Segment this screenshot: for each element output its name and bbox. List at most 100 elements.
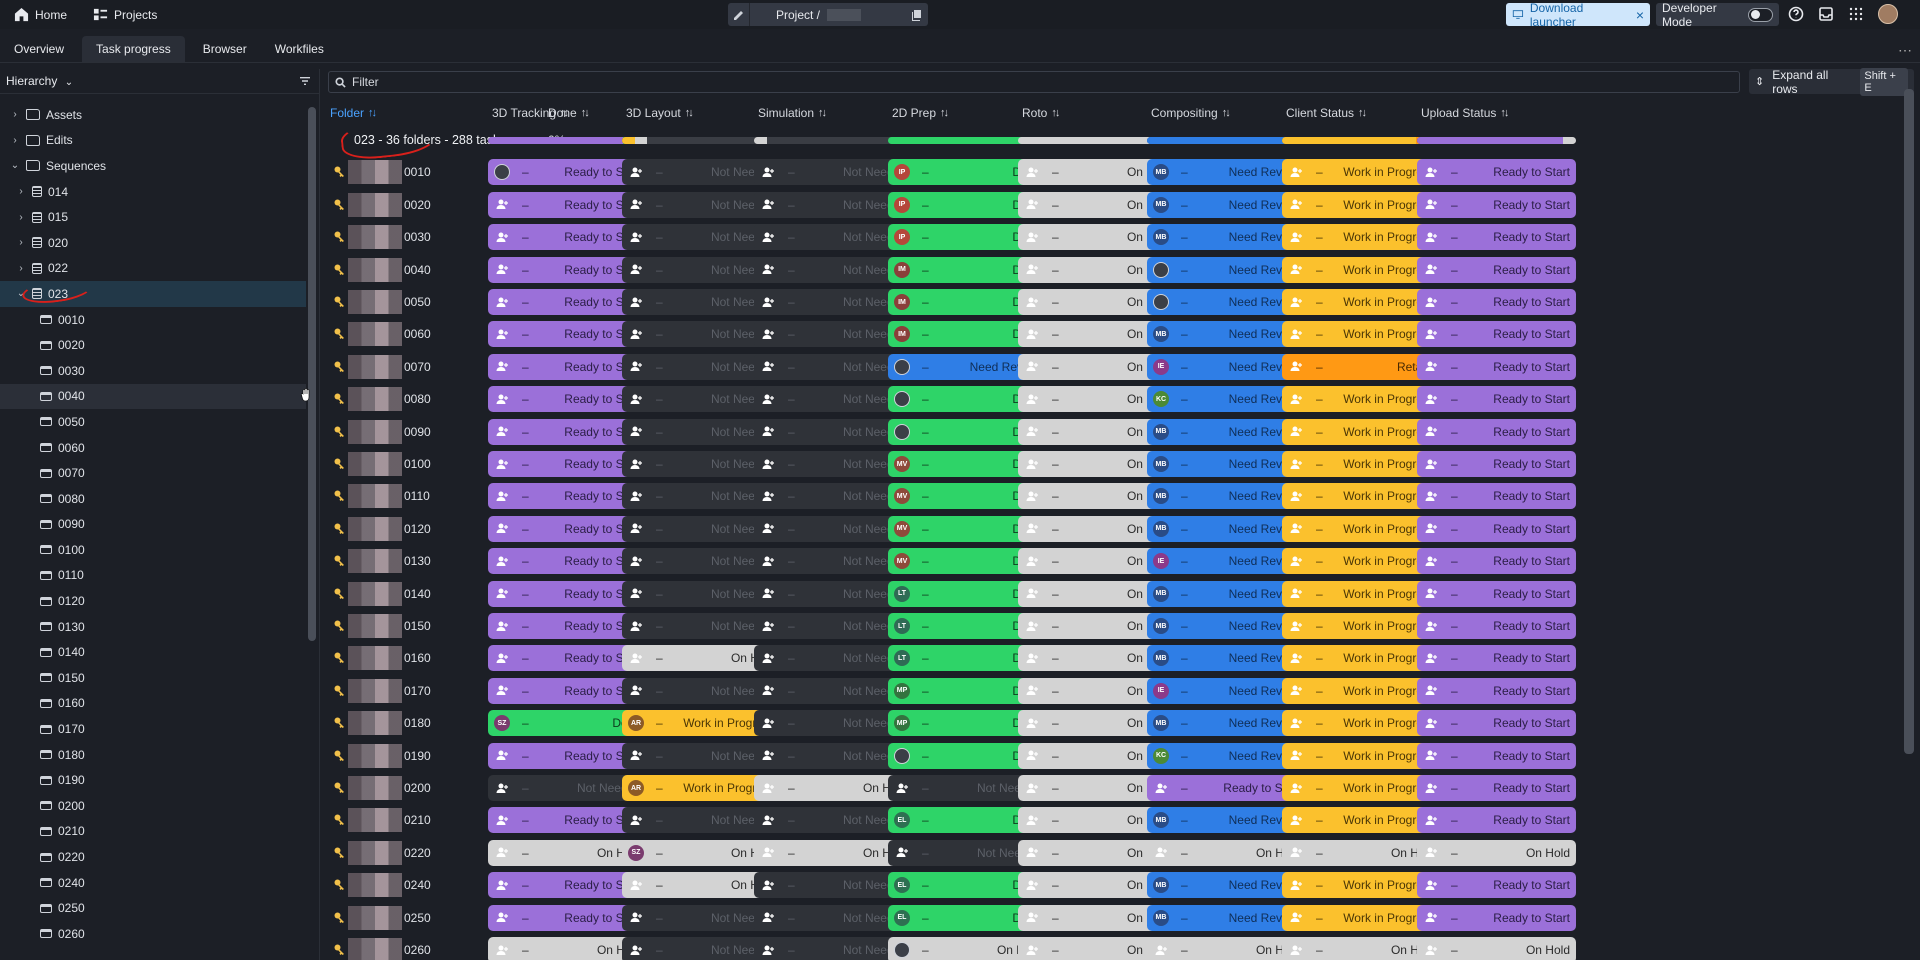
assignee-avatar[interactable]: MB <box>1153 326 1169 343</box>
task-status-cell[interactable]: – Ready to Start <box>488 451 647 477</box>
thumbnail[interactable] <box>348 516 402 541</box>
help-icon[interactable] <box>1788 6 1804 22</box>
task-status-cell[interactable]: – Ready to Start <box>488 872 647 899</box>
folder-name[interactable]: 0180 <box>404 716 431 731</box>
tree-item-020[interactable]: › 020 <box>0 230 306 256</box>
add-assignee-icon[interactable] <box>628 424 644 440</box>
add-assignee-icon[interactable] <box>1288 391 1304 407</box>
add-assignee-icon[interactable] <box>1423 586 1439 602</box>
task-status-cell[interactable]: MB – Need Review <box>1147 418 1306 445</box>
task-status-cell[interactable]: – Ready to Start <box>1147 775 1306 801</box>
add-assignee-icon[interactable] <box>760 456 776 472</box>
task-status-cell[interactable]: – Ready to Start <box>488 515 647 542</box>
task-status-cell[interactable]: – Ready to Start <box>1417 548 1576 575</box>
chevron-right-icon[interactable]: › <box>19 262 23 274</box>
add-assignee-icon[interactable] <box>628 910 644 926</box>
sort-icon[interactable]: ↑↓ <box>1500 107 1509 119</box>
add-assignee-icon[interactable] <box>1288 942 1304 958</box>
folder-name[interactable]: 0240 <box>404 878 431 893</box>
add-assignee-icon[interactable] <box>628 359 644 375</box>
add-assignee-icon[interactable] <box>1024 553 1040 569</box>
task-status-cell[interactable]: – Ready to Start <box>488 645 647 672</box>
add-assignee-icon[interactable] <box>628 488 644 504</box>
add-assignee-icon[interactable] <box>760 521 776 537</box>
add-assignee-icon[interactable] <box>1024 359 1040 375</box>
add-assignee-icon[interactable] <box>760 229 776 245</box>
add-assignee-icon[interactable] <box>1288 618 1304 634</box>
folder-name[interactable]: 0110 <box>404 489 430 504</box>
add-assignee-icon[interactable] <box>760 553 776 569</box>
task-status-cell[interactable]: – Ready to Start <box>1417 353 1576 380</box>
add-assignee-icon[interactable] <box>1024 715 1040 731</box>
folder-name[interactable]: 0070 <box>404 359 431 374</box>
assignee-avatar[interactable]: KC <box>1153 747 1169 764</box>
add-assignee-icon[interactable] <box>628 456 644 472</box>
add-assignee-icon[interactable] <box>760 294 776 310</box>
assignee-avatar[interactable]: AR <box>628 780 644 796</box>
folder-name[interactable]: 0140 <box>404 586 431 601</box>
task-status-cell[interactable]: – Ready to Start <box>1417 807 1576 834</box>
add-assignee-icon[interactable] <box>1024 780 1040 796</box>
folder-name[interactable]: 0160 <box>404 651 431 666</box>
assignee-avatar[interactable]: MB <box>1153 196 1169 213</box>
thumbnail[interactable] <box>348 776 402 800</box>
add-assignee-icon[interactable] <box>1024 618 1040 634</box>
task-status-cell[interactable]: – Work in Progress <box>1282 386 1441 413</box>
add-assignee-icon[interactable] <box>628 197 644 213</box>
add-assignee-icon[interactable] <box>1423 359 1439 375</box>
add-assignee-icon[interactable] <box>1423 877 1439 893</box>
thumbnail[interactable] <box>348 290 402 314</box>
tree-item-0050[interactable]: 0050 <box>0 409 306 435</box>
tree-item-0150[interactable]: 0150 <box>0 665 306 691</box>
assignee-avatar[interactable]: AR <box>628 715 644 732</box>
folder-name[interactable]: 0200 <box>404 781 431 795</box>
sort-icon[interactable]: ↑↓ <box>580 107 590 119</box>
task-status-cell[interactable]: – Ready to Start <box>1417 580 1576 607</box>
column-header-folder[interactable]: Folder ↑↓ <box>330 103 377 123</box>
add-assignee-icon[interactable] <box>894 780 910 796</box>
task-status-cell[interactable]: – Work in Progress <box>1282 418 1441 445</box>
task-status-cell[interactable]: –On Hold <box>488 839 647 866</box>
assignee-avatar[interactable]: MB <box>1153 812 1169 829</box>
assignee-avatar[interactable]: MP <box>894 682 910 699</box>
thumbnail[interactable] <box>348 257 402 282</box>
task-status-cell[interactable]: – Ready to Start <box>1417 775 1576 801</box>
add-assignee-icon[interactable] <box>1423 488 1439 504</box>
tree-item-0160[interactable]: 0160 <box>0 691 306 717</box>
add-assignee-icon[interactable] <box>1423 456 1439 472</box>
add-assignee-icon[interactable] <box>494 391 510 407</box>
assignee-avatar[interactable]: MB <box>1153 650 1169 667</box>
add-assignee-icon[interactable] <box>1024 164 1040 180</box>
add-assignee-icon[interactable] <box>1024 521 1040 537</box>
add-assignee-icon[interactable] <box>628 229 644 245</box>
tree-item-0040[interactable]: 0040 <box>0 383 306 410</box>
task-status-cell[interactable]: – Work in Progress <box>1282 742 1441 769</box>
apps-grid-icon[interactable] <box>1848 6 1864 22</box>
copy-icon[interactable] <box>906 9 928 21</box>
add-assignee-icon[interactable] <box>760 618 776 634</box>
tree-item-0180[interactable]: 0180 <box>0 742 306 768</box>
tree-item-0090[interactable]: 0090 <box>0 512 306 538</box>
add-assignee-icon[interactable] <box>1024 262 1040 278</box>
home-button[interactable]: Home <box>8 3 73 27</box>
add-assignee-icon[interactable] <box>1423 164 1439 180</box>
add-assignee-icon[interactable] <box>1288 586 1304 602</box>
add-assignee-icon[interactable] <box>628 326 644 342</box>
sort-icon[interactable]: ↑↓ <box>560 107 569 119</box>
sort-icon[interactable]: ↑↓ <box>818 107 827 119</box>
task-status-cell[interactable]: – Work in Progress <box>1282 515 1441 542</box>
thumbnail[interactable] <box>348 419 402 444</box>
developer-mode-toggle[interactable]: Developer Mode <box>1656 1 1779 29</box>
folder-name[interactable]: 0250 <box>404 910 431 925</box>
assignee-avatar[interactable]: MV <box>894 553 910 570</box>
task-status-cell[interactable]: – Work in Progress <box>1282 483 1441 510</box>
tree-item-022[interactable]: › 022 <box>0 256 306 282</box>
project-selector[interactable]: Project / <box>728 3 928 26</box>
add-assignee-icon[interactable] <box>1423 197 1439 213</box>
sort-icon[interactable]: ↑↓ <box>684 107 694 119</box>
